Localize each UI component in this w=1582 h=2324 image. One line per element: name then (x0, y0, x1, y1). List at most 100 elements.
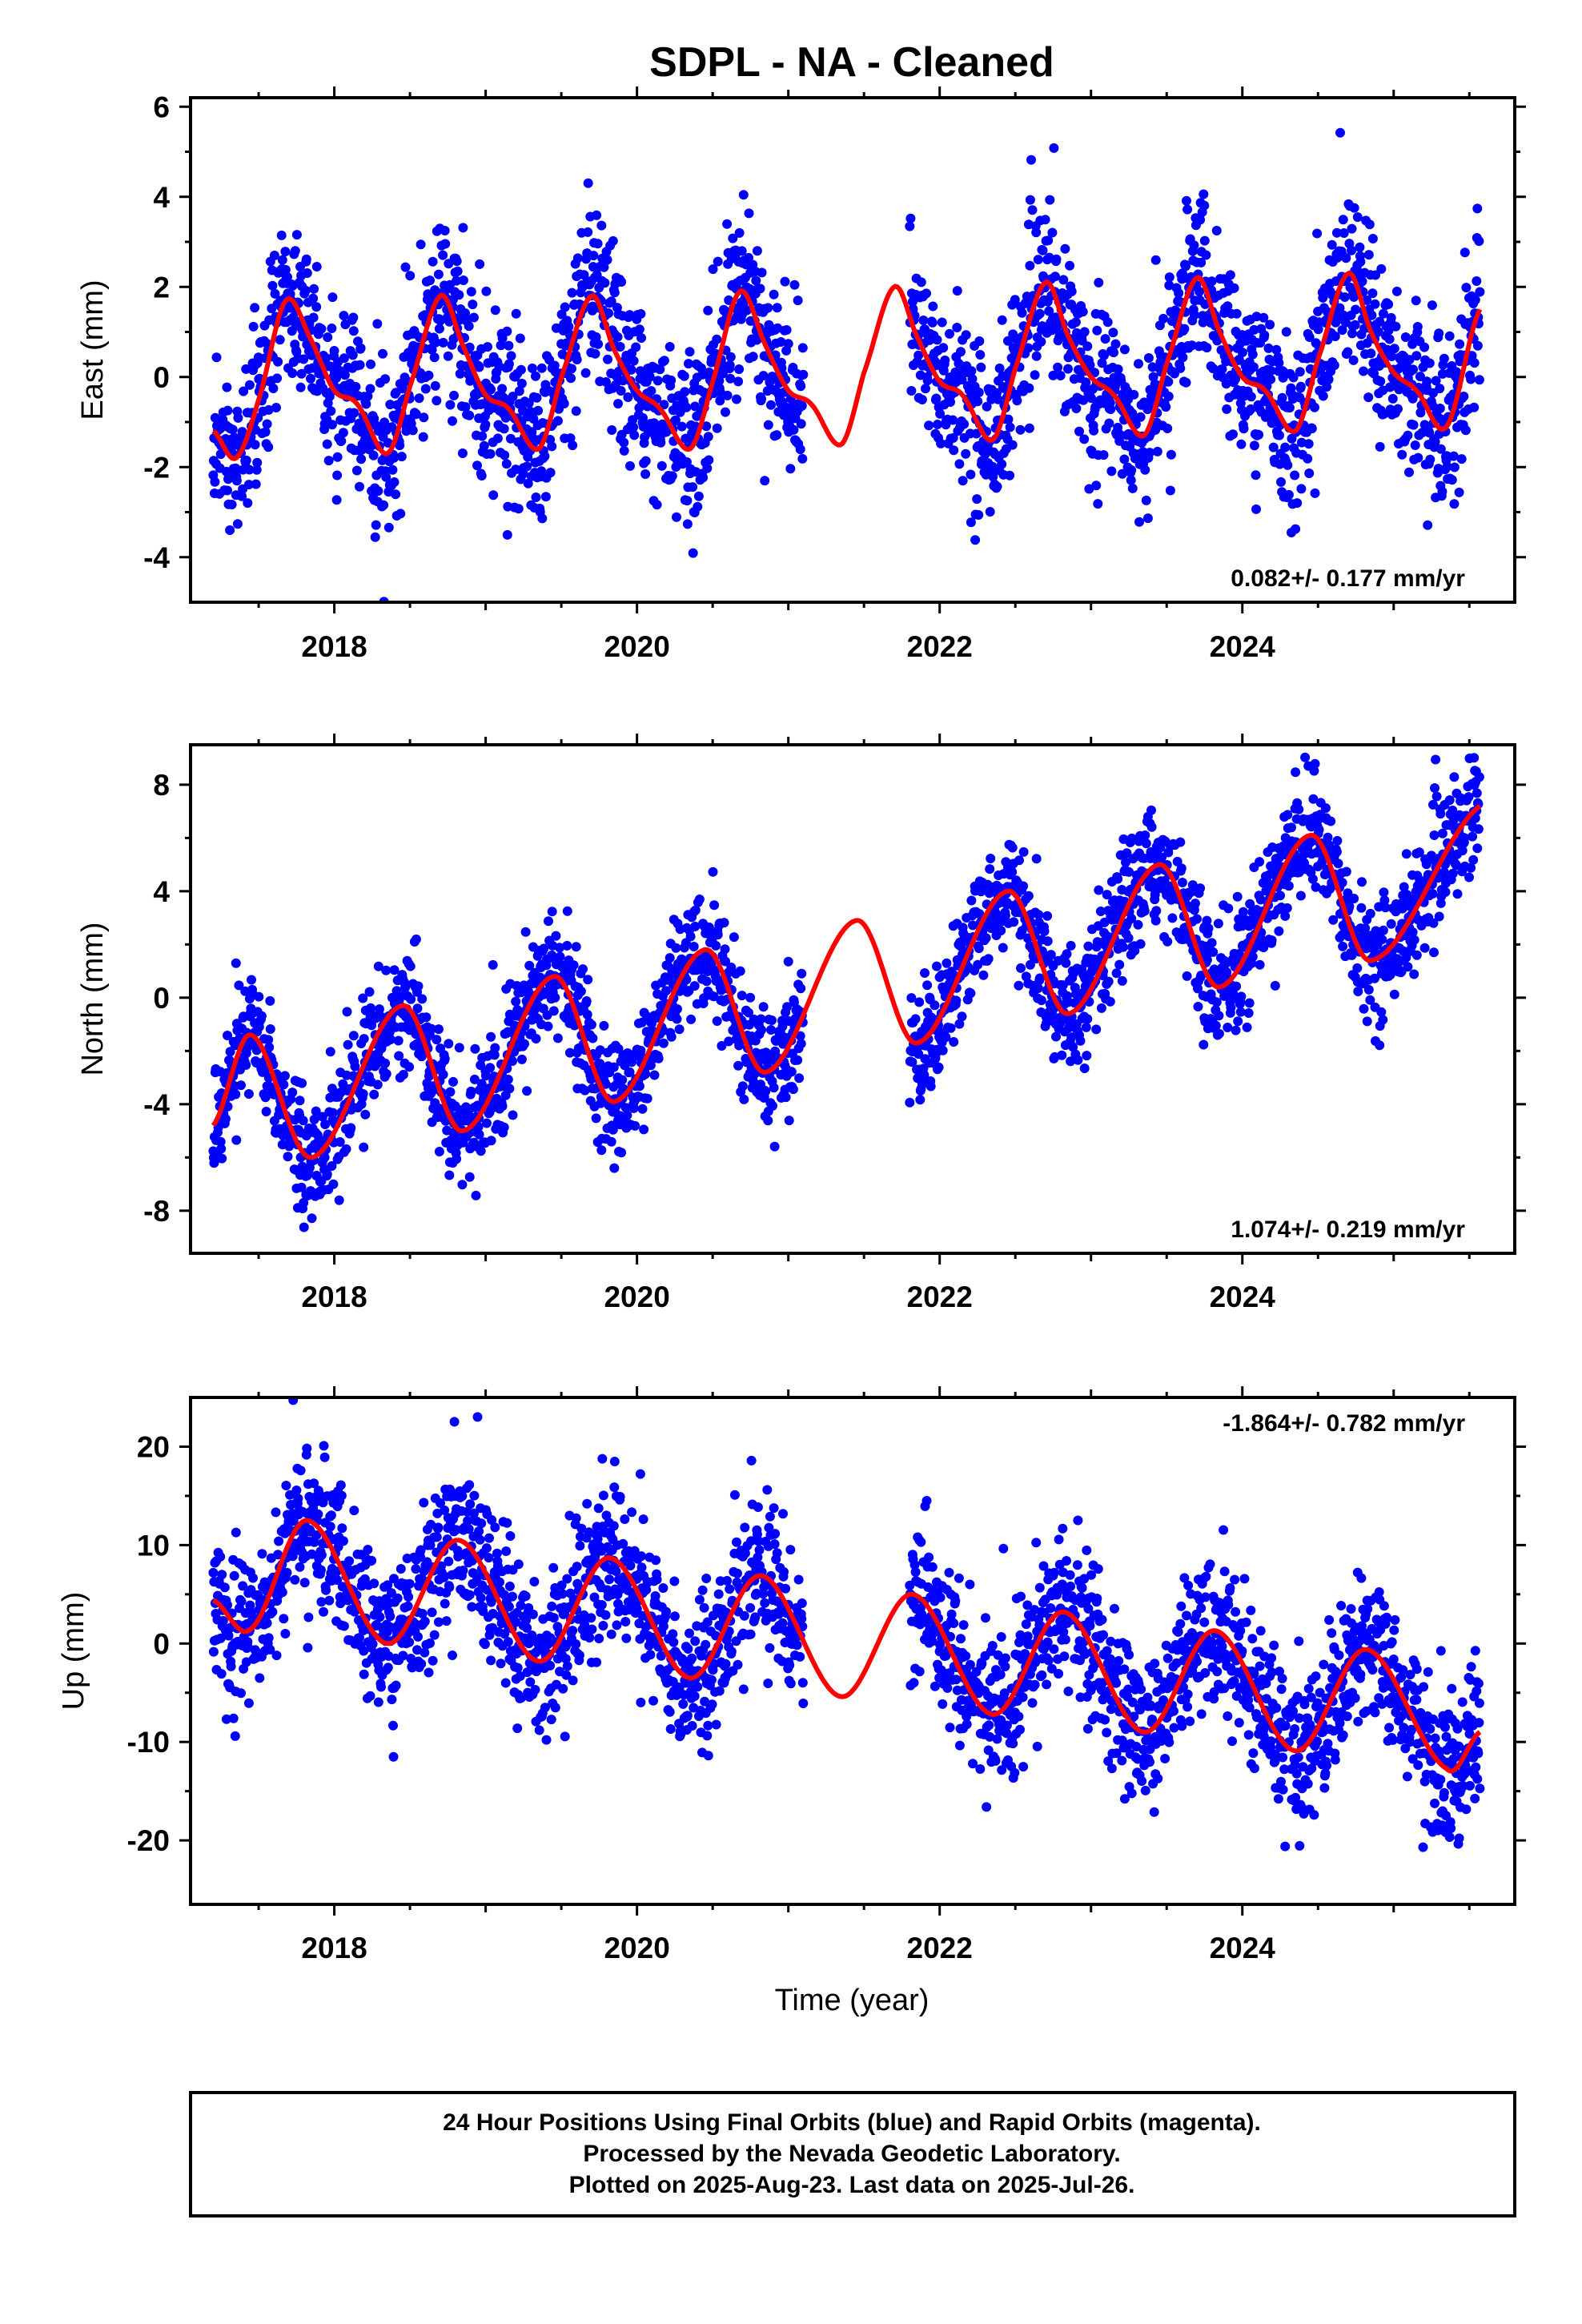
east-data-point (525, 407, 536, 416)
north-data-point (241, 1059, 251, 1070)
north-data-point (464, 1172, 475, 1182)
east-data-point (332, 452, 343, 462)
east-data-point (1435, 404, 1445, 413)
north-data-point (628, 1103, 639, 1113)
east-data-point (600, 278, 610, 288)
east-data-point (725, 360, 735, 370)
north-data-point (1338, 941, 1348, 951)
east-data-point (1472, 203, 1483, 214)
east-data-point (1387, 352, 1397, 361)
north-data-point (630, 1120, 640, 1131)
north-data-point (595, 1059, 605, 1069)
north-data-point (672, 1014, 682, 1024)
east-data-point (506, 351, 516, 361)
east-data-point (1106, 404, 1116, 414)
east-data-point (714, 376, 725, 386)
east-data-point (1143, 353, 1154, 363)
east-data-point (1349, 203, 1359, 213)
north-data-point (440, 1054, 450, 1063)
east-data-point (766, 400, 776, 410)
east-data-point (1263, 343, 1274, 353)
east-data-point (763, 303, 773, 313)
north-data-point (216, 1144, 227, 1154)
east-data-point (798, 369, 809, 380)
east-data-point (355, 481, 364, 492)
north-data-point (938, 1045, 948, 1055)
east-data-point (992, 481, 1002, 492)
east-data-point (1254, 429, 1264, 440)
north-data-point (690, 905, 701, 915)
east-data-point (276, 230, 287, 240)
east-data-point (797, 453, 808, 464)
north-data-point (1135, 939, 1146, 949)
north-data-point (1014, 855, 1024, 866)
north-data-point (1113, 874, 1123, 884)
east-data-point (428, 256, 438, 267)
east-data-point (918, 316, 929, 325)
east-data-point (379, 500, 389, 510)
north-data-point (231, 1135, 242, 1145)
north-data-point (550, 992, 560, 1003)
east-data-point (1331, 227, 1342, 238)
north-data-point (1068, 1042, 1078, 1052)
north-data-point (398, 1069, 408, 1080)
east-data-point (1460, 247, 1470, 258)
north-data-point (686, 1014, 697, 1024)
north-data-point (497, 1101, 508, 1112)
north-data-point (1146, 805, 1156, 815)
north-data-point (1274, 926, 1284, 936)
north-data-point (1234, 949, 1244, 959)
east-data-point (958, 476, 968, 486)
east-data-point (1449, 462, 1460, 472)
north-data-point (1447, 805, 1458, 815)
east-data-point (738, 190, 749, 200)
north-data-point (957, 1011, 967, 1022)
east-data-point (1152, 446, 1162, 456)
north-data-point (1407, 927, 1418, 937)
east-data-point (607, 425, 617, 435)
east-data-point (424, 370, 434, 380)
east-data-point (1123, 428, 1134, 439)
east-data-point (326, 406, 336, 416)
east-data-point (501, 459, 512, 469)
east-data-point (1339, 228, 1349, 238)
north-data-point (307, 1213, 317, 1224)
east-data-point (1135, 412, 1146, 422)
east-x-tick-label: 2022 (907, 630, 973, 663)
north-data-point (974, 909, 985, 919)
east-data-point (299, 354, 309, 364)
east-data-point (1031, 351, 1042, 361)
north-data-point (1259, 943, 1269, 952)
north-data-point (1431, 791, 1442, 802)
east-data-point (327, 420, 337, 430)
east-data-point (748, 352, 758, 362)
east-data-point (785, 464, 796, 474)
north-data-point (1195, 883, 1206, 894)
east-data-point (1142, 404, 1153, 415)
east-data-point (703, 305, 713, 316)
north-data-point (367, 1020, 377, 1031)
north-data-point (434, 1147, 444, 1156)
east-data-point (411, 409, 421, 420)
east-data-point (1303, 453, 1313, 464)
east-data-point (628, 422, 639, 432)
north-data-point (1007, 842, 1018, 853)
north-data-point (438, 1069, 448, 1080)
east-data-point (1375, 376, 1386, 387)
east-data-point (612, 332, 623, 342)
north-data-point (973, 959, 983, 970)
east-data-point (464, 410, 475, 420)
east-data-point (609, 287, 620, 298)
north-data-point (531, 1034, 541, 1043)
east-data-point (1175, 363, 1186, 373)
north-data-point (1428, 799, 1438, 810)
north-data-point (951, 995, 962, 1006)
north-data-point (1192, 914, 1202, 924)
north-data-point (433, 1024, 444, 1035)
north-data-point (1203, 923, 1214, 934)
east-data-point (722, 390, 733, 400)
east-data-point (502, 326, 512, 336)
east-data-point (1015, 424, 1026, 435)
east-data-point (1249, 324, 1259, 335)
